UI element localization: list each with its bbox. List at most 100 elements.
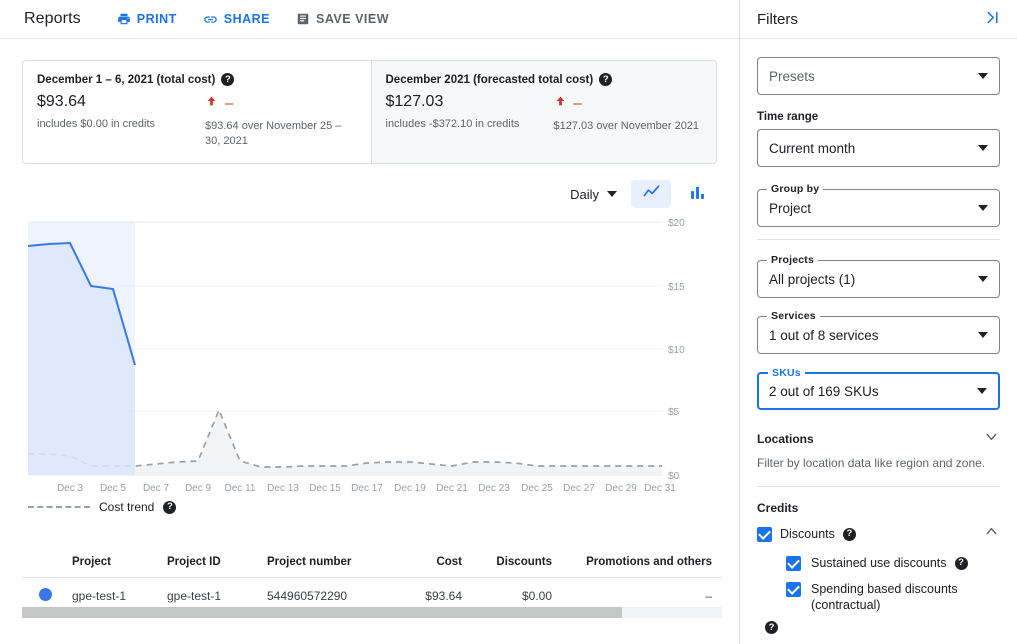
time-range-label: Time range [757, 111, 819, 123]
spending-based-discounts-checkbox[interactable] [786, 582, 801, 597]
card-body: $127.03 includes -$372.10 in credits – $… [386, 93, 703, 134]
th-promotions[interactable]: Promotions and others [562, 550, 722, 578]
card-title: December 2021 (forecasted total cost) ? [386, 73, 703, 86]
card-amount: $93.64 [37, 93, 86, 110]
help-icon[interactable]: ? [163, 500, 177, 514]
save-view-icon [296, 12, 310, 26]
scrollbar-thumb[interactable] [22, 607, 622, 618]
table-horizontal-scrollbar[interactable] [22, 607, 722, 618]
help-icon[interactable]: ? [221, 73, 235, 86]
svg-text:Dec 31: Dec 31 [644, 483, 676, 494]
presets-select[interactable]: Presets [757, 57, 1000, 95]
presets-group: Presets [757, 57, 1000, 95]
share-button[interactable]: SHARE [195, 8, 278, 31]
discounts-header[interactable]: Discounts ? [757, 523, 1000, 545]
line-chart-icon [642, 183, 661, 205]
time-range-value: Current month [769, 140, 856, 156]
chevron-down-icon [983, 428, 1000, 450]
svg-text:Dec 17: Dec 17 [351, 483, 383, 494]
line-chart-toggle[interactable] [631, 180, 671, 208]
card-credits: includes $0.00 in credits [37, 118, 156, 130]
filters-panel: Filters Presets Time range Curren [740, 0, 1017, 644]
filters-header: Filters [740, 0, 1017, 39]
help-icon[interactable]: ? [765, 621, 778, 634]
time-range-select[interactable]: Current month [757, 129, 1000, 167]
services-value: 1 out of 8 services [769, 327, 879, 343]
svg-text:$5: $5 [668, 407, 680, 418]
th-project[interactable]: Project [62, 550, 157, 578]
locations-section: Locations Filter by location data like r… [757, 428, 1000, 470]
help-icon[interactable]: ? [599, 73, 613, 86]
discounts-row: Discounts ? [757, 526, 856, 542]
legend-label: Cost trend [99, 500, 155, 514]
chevron-down-icon [978, 73, 988, 79]
chart-svg[interactable]: $20 $15 $10 $5 $0 Dec 3 Dec 5 Dec 7 Dec … [0, 212, 740, 502]
collapse-panel-button[interactable] [982, 7, 1003, 31]
svg-text:Dec 3: Dec 3 [57, 483, 84, 494]
skus-value: 2 out of 169 SKUs [769, 383, 879, 399]
locations-header[interactable]: Locations [757, 428, 1000, 450]
collapse-panel-icon [984, 9, 1001, 29]
chevron-down-icon [607, 191, 617, 197]
chevron-down-icon [978, 205, 988, 211]
top-toolbar: Reports PRINT SHAR [0, 0, 739, 39]
projects-select[interactable]: Projects All projects (1) [757, 254, 1000, 298]
svg-text:Dec 23: Dec 23 [478, 483, 510, 494]
save-view-label: SAVE VIEW [316, 12, 390, 26]
card-delta-row: – [554, 93, 703, 113]
series-color-swatch [39, 588, 52, 601]
help-icon[interactable]: ? [954, 556, 968, 570]
presets-value: Presets [769, 68, 815, 84]
save-view-button[interactable]: SAVE VIEW [288, 8, 397, 30]
summary-card-forecast: December 2021 (forecasted total cost) ? … [370, 61, 716, 163]
th-swatch [22, 550, 62, 578]
svg-text:$20: $20 [668, 218, 685, 229]
skus-label: SKUs [768, 367, 805, 379]
svg-text:Dec 29: Dec 29 [605, 483, 637, 494]
table-header: Project Project ID Project number Cost D… [22, 550, 722, 578]
trend-up-arrow-icon [554, 93, 567, 114]
table-header-row: Project Project ID Project number Cost D… [22, 550, 722, 578]
page-title: Reports [24, 10, 81, 27]
spending-based-discounts-row[interactable]: Spending based discounts (contractual) ? [765, 581, 1000, 634]
card-delta-block: – $93.64 over November 25 – 30, 2021 [205, 93, 357, 149]
th-project-id[interactable]: Project ID [157, 550, 257, 578]
chart-cost-line [27, 241, 136, 366]
bar-chart-toggle[interactable] [677, 180, 717, 208]
table: Project Project ID Project number Cost D… [22, 550, 722, 615]
bar-chart-icon [689, 184, 706, 204]
th-cost[interactable]: Cost [387, 550, 472, 578]
locations-description: Filter by location data like region and … [757, 456, 986, 470]
th-discounts[interactable]: Discounts [472, 550, 562, 578]
help-icon[interactable]: ? [842, 527, 856, 541]
th-project-number[interactable]: Project number [257, 550, 387, 578]
group-by-select[interactable]: Group by Project [757, 183, 1000, 227]
breakdown-table: Project Project ID Project number Cost D… [22, 550, 722, 615]
chevron-down-icon [977, 388, 987, 394]
sustained-use-discounts-checkbox[interactable] [786, 556, 801, 571]
skus-select[interactable]: SKUs 2 out of 169 SKUs [757, 367, 1000, 410]
sustained-use-discounts-row[interactable]: Sustained use discounts ? [786, 555, 1000, 571]
printer-icon [117, 12, 131, 26]
discounts-checkbox[interactable] [757, 527, 772, 542]
services-select[interactable]: Services 1 out of 8 services [757, 310, 1000, 354]
granularity-select[interactable]: Daily [562, 183, 625, 206]
spending-based-discounts-line: Spending based discounts (contractual) ? [765, 581, 971, 634]
share-label: SHARE [223, 12, 270, 26]
spending-based-discounts-label: Spending based discounts (contractual) [811, 582, 958, 612]
credits-title: Credits [757, 501, 799, 515]
print-button[interactable]: PRINT [109, 8, 185, 30]
chart-trend-line [28, 407, 662, 468]
locations-title: Locations [757, 432, 814, 446]
card-delta-text: $93.64 over November 25 – 30, 2021 [205, 120, 342, 147]
chart-cost-area [28, 243, 135, 475]
card-amount: $127.03 [385, 93, 444, 110]
svg-text:Dec 7: Dec 7 [143, 483, 170, 494]
chevron-down-icon [978, 276, 988, 282]
svg-text:Dec 13: Dec 13 [267, 483, 299, 494]
chart-controls: Daily [22, 180, 717, 208]
divider [757, 239, 1000, 240]
group-by-label: Group by [767, 183, 824, 195]
sustained-use-discounts-line: Sustained use discounts ? [811, 555, 968, 571]
